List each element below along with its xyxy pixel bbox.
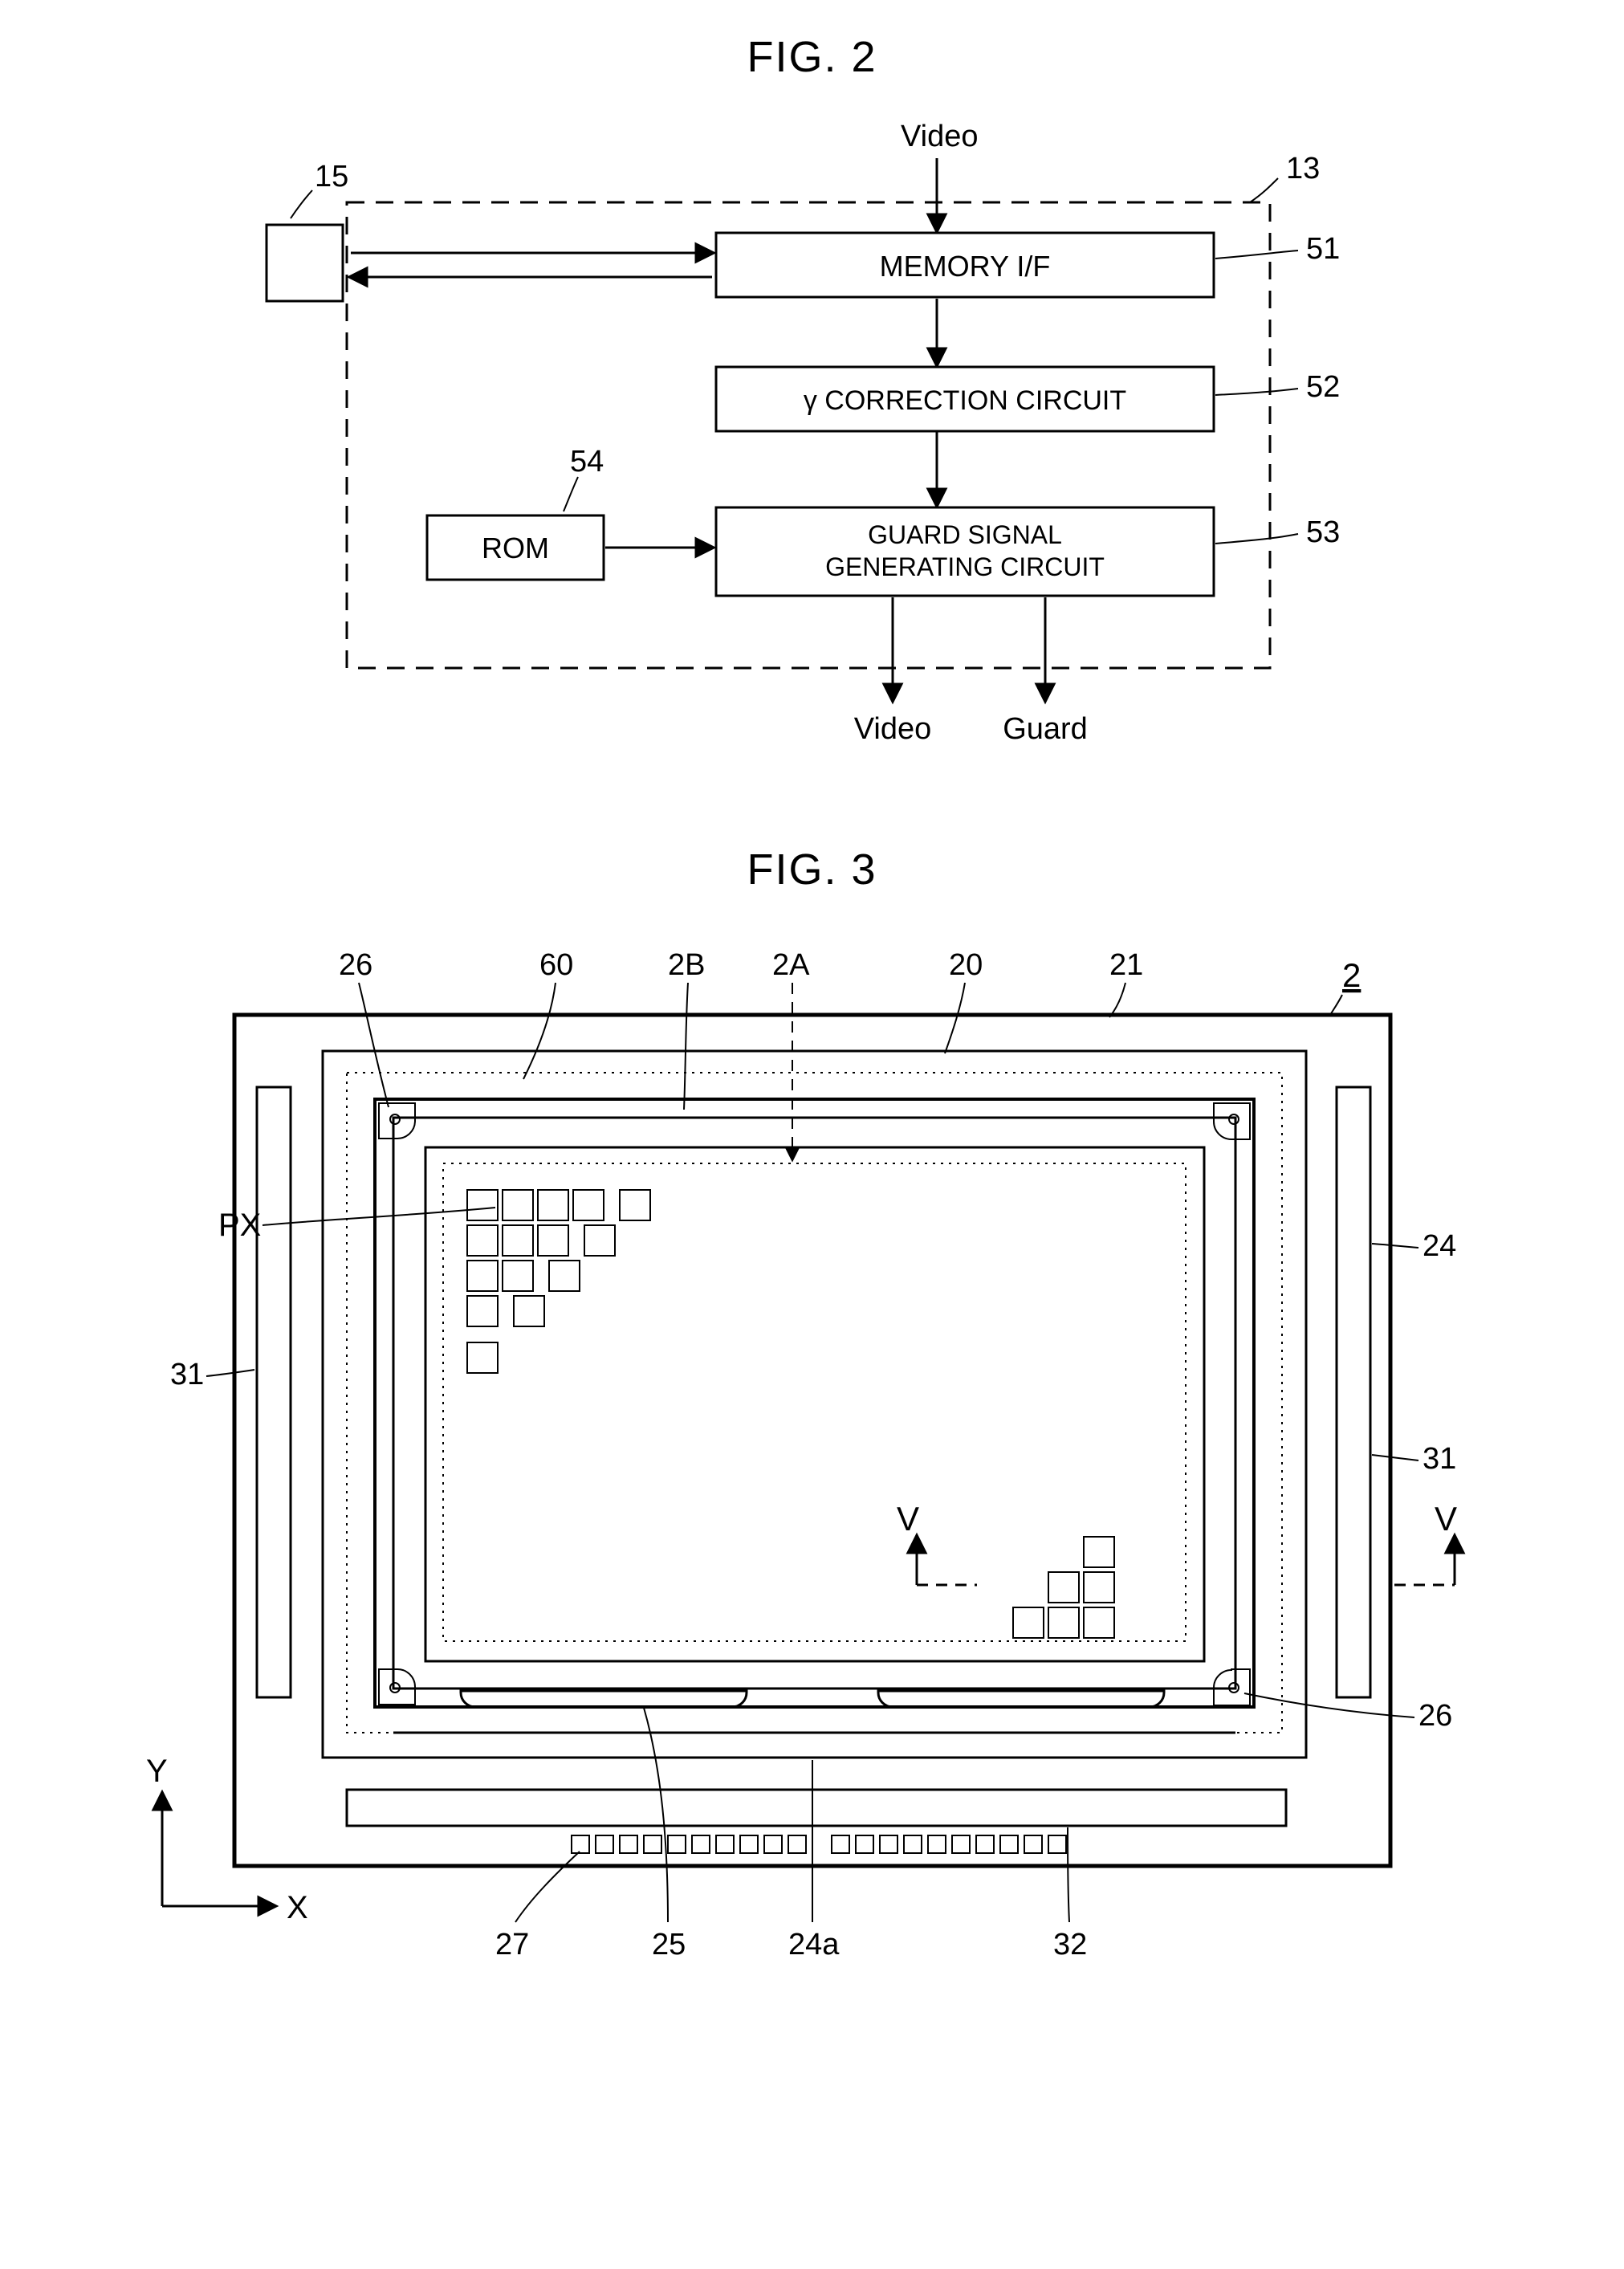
- memory-if-text: MEMORY I/F: [879, 250, 1050, 283]
- rom-text: ROM: [482, 532, 549, 564]
- ref-24: 24: [1423, 1229, 1456, 1263]
- pixel: [503, 1261, 533, 1291]
- pixel: [584, 1225, 615, 1256]
- pixel: [1084, 1572, 1114, 1603]
- bottom-tabs: [393, 1691, 1235, 1733]
- axis-x-label: X: [287, 1890, 308, 1925]
- fig2-diagram: 13 15 Video MEMORY I/F 51 γ CORRECTION C…: [210, 106, 1414, 748]
- pixel: [549, 1261, 580, 1291]
- pad: [644, 1835, 661, 1853]
- ref-21: 21: [1109, 948, 1143, 982]
- pixel-grid-bottom-right: [1013, 1537, 1114, 1638]
- pad: [620, 1835, 637, 1853]
- guard-text-1: GUARD SIGNAL: [868, 520, 1062, 549]
- ref-2b: 2B: [668, 948, 705, 982]
- pad: [904, 1835, 922, 1853]
- frame-60: [347, 1073, 1282, 1733]
- gamma-text: γ CORRECTION CIRCUIT: [803, 385, 1125, 416]
- pad: [692, 1835, 710, 1853]
- fig3-diagram: V V 26 60 2B 2A 20 21 2: [90, 919, 1535, 1994]
- pad: [716, 1835, 734, 1853]
- ref-53: 53: [1306, 515, 1340, 549]
- pad: [976, 1835, 994, 1853]
- out-guard-label: Guard: [1003, 712, 1088, 746]
- pixel: [538, 1225, 568, 1256]
- ref-60: 60: [539, 948, 573, 982]
- leader-54: [564, 477, 578, 511]
- ref-24a: 24a: [788, 1928, 840, 1961]
- pixel: [1048, 1572, 1079, 1603]
- video-in-label: Video: [901, 120, 979, 153]
- right-driver: [1337, 1087, 1370, 1697]
- frame-20: [323, 1051, 1306, 1758]
- ref-panel: 2: [1342, 956, 1361, 994]
- ref-13: 13: [1286, 152, 1320, 185]
- pixel: [467, 1342, 498, 1373]
- bottom-bar: [347, 1790, 1286, 1826]
- leader-13: [1250, 178, 1278, 202]
- pixel: [573, 1190, 604, 1220]
- ref-25: 25: [652, 1928, 686, 1961]
- fig3-title: FIG. 3: [50, 845, 1575, 894]
- pad: [1000, 1835, 1018, 1853]
- pad-row: [572, 1835, 1066, 1853]
- ref-2a: 2A: [772, 948, 810, 982]
- axis-y-label: Y: [146, 1754, 168, 1789]
- ref-27: 27: [495, 1928, 529, 1961]
- pixel: [503, 1225, 533, 1256]
- pad: [928, 1835, 946, 1853]
- pixel: [467, 1261, 498, 1291]
- axes: Y X: [146, 1754, 308, 1925]
- leader-15: [291, 190, 312, 218]
- ref-31-right: 31: [1423, 1442, 1456, 1476]
- pad: [764, 1835, 782, 1853]
- leader-53: [1215, 534, 1298, 544]
- pad: [952, 1835, 970, 1853]
- pixel: [1048, 1607, 1079, 1638]
- ref-15: 15: [315, 160, 348, 193]
- outer-frame: [234, 1015, 1390, 1866]
- pixel: [538, 1190, 568, 1220]
- ref-51: 51: [1306, 232, 1340, 266]
- pixel: [1013, 1607, 1044, 1638]
- ref-54: 54: [570, 445, 604, 479]
- pixel-grid-top-left: [467, 1190, 650, 1373]
- pixel: [620, 1190, 650, 1220]
- pixel: [467, 1190, 498, 1220]
- ref-26-left: 26: [339, 948, 372, 982]
- ref-52: 52: [1306, 370, 1340, 404]
- section-v-inner-label: V: [897, 1500, 919, 1538]
- section-v-inner: V: [897, 1500, 977, 1585]
- leader-51: [1215, 251, 1298, 259]
- pad: [856, 1835, 873, 1853]
- ref-px: PX: [218, 1208, 261, 1243]
- leader-52: [1215, 389, 1298, 395]
- ref-26-right: 26: [1418, 1699, 1452, 1733]
- pixel: [467, 1225, 498, 1256]
- section-v-outer-label: V: [1435, 1500, 1457, 1538]
- fig2-title: FIG. 2: [50, 32, 1575, 82]
- pad: [740, 1835, 758, 1853]
- external-block: [267, 225, 343, 301]
- pixel: [1084, 1607, 1114, 1638]
- pad: [788, 1835, 806, 1853]
- pad: [668, 1835, 686, 1853]
- ref-32: 32: [1053, 1928, 1087, 1961]
- guard-text-2: GENERATING CIRCUIT: [825, 552, 1105, 581]
- pad: [1048, 1835, 1066, 1853]
- pad: [596, 1835, 613, 1853]
- section-v-outer: V: [1394, 1500, 1457, 1585]
- pad: [880, 1835, 897, 1853]
- pad: [572, 1835, 589, 1853]
- out-video-label: Video: [853, 712, 931, 746]
- ref-31-left: 31: [170, 1358, 204, 1391]
- ref-20: 20: [949, 948, 983, 982]
- pad: [1024, 1835, 1042, 1853]
- pixel: [514, 1296, 544, 1326]
- pixel: [467, 1296, 498, 1326]
- pixel: [503, 1190, 533, 1220]
- pad: [832, 1835, 849, 1853]
- pixel: [1084, 1537, 1114, 1567]
- left-driver: [257, 1087, 291, 1697]
